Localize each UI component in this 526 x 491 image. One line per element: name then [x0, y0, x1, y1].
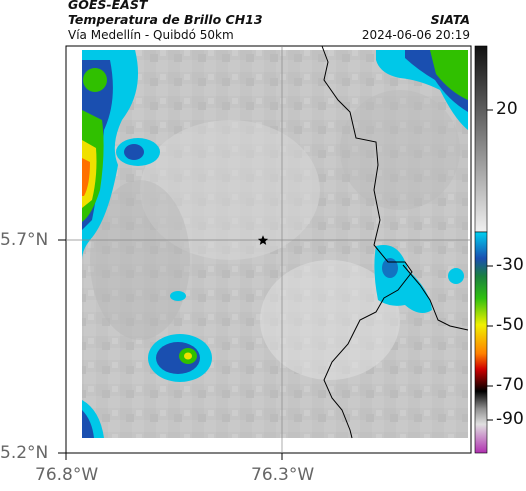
lon-tick-label: 76.3°W — [251, 465, 315, 485]
satellite-name: GOES-EAST — [68, 0, 148, 12]
colorbar-tick-label: -70 — [496, 375, 524, 395]
colorbar-tick-label: 20 — [496, 99, 518, 119]
colorbar — [474, 45, 493, 454]
colorbar-tick-label: -30 — [496, 255, 524, 275]
route-subtitle: Vía Medellín - Quibdó 50km — [68, 28, 234, 42]
lat-tick-label: 5.7°N — [0, 230, 49, 250]
datetime-label: 2024-06-06 20:19 — [361, 28, 470, 42]
colorbar-tick-label: -50 — [496, 315, 524, 335]
product-title: Temperatura de Brillo CH13 — [68, 12, 263, 27]
lon-tick-label: 76.8°W — [35, 465, 99, 485]
agency-label: SIATA — [430, 12, 470, 27]
colorbar-tick-label: -90 — [496, 409, 524, 429]
star-icon — [257, 235, 269, 245]
lat-tick-label: 5.2°N — [0, 443, 49, 463]
border-line — [321, 45, 413, 439]
